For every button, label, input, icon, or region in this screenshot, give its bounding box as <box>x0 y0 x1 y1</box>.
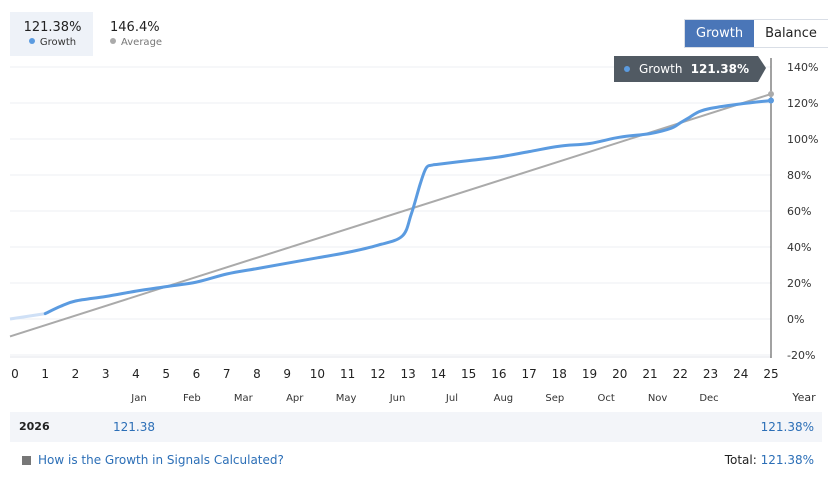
x-tick-label: 22 <box>673 367 688 381</box>
average-dot-icon <box>110 38 116 44</box>
month-tick-label: Jan <box>130 393 146 404</box>
growth-start-segment <box>9 312 46 321</box>
y-tick-label: 80% <box>787 169 811 182</box>
total-value: 121.38% <box>760 453 814 467</box>
chart-tabs: Growth Balance <box>684 19 828 48</box>
y-tick-label: 140% <box>787 61 818 74</box>
y-tick-label: 20% <box>787 277 811 290</box>
month-tick-label: Aug <box>494 393 514 404</box>
tooltip-box <box>614 56 766 82</box>
total-growth: Total: 121.38% <box>725 452 814 468</box>
x-tick-label: 24 <box>733 367 748 381</box>
x-axis-label: Year <box>791 391 816 404</box>
book-icon <box>22 456 31 465</box>
x-tick-label: 9 <box>283 367 291 381</box>
x-tick-label: 14 <box>431 367 446 381</box>
x-tick-label: 13 <box>400 367 415 381</box>
growth-stat-label: Growth <box>10 36 93 50</box>
y-tick-label: 0% <box>787 313 804 326</box>
x-tick-label: 20 <box>612 367 627 381</box>
growth-end-point <box>768 97 774 104</box>
y-tick-label: -20% <box>787 349 815 362</box>
y-tick-label: 40% <box>787 241 811 254</box>
average-stat-label: Average <box>100 36 180 50</box>
growth-stat-value: 121.38% <box>23 20 82 35</box>
month-tick-label: Oct <box>598 393 615 404</box>
x-tick-label: 7 <box>223 367 231 381</box>
x-tick-label: 2 <box>72 367 80 381</box>
x-tick-label: 19 <box>582 367 597 381</box>
month-tick-label: May <box>336 393 357 404</box>
average-stat-value: 146.4% <box>110 20 160 35</box>
x-tick-label: 4 <box>132 367 140 381</box>
x-tick-label: 16 <box>491 367 506 381</box>
total-label: Total: <box>724 453 757 467</box>
average-end-point <box>768 91 774 97</box>
tab-growth[interactable]: Growth <box>685 20 755 47</box>
x-tick-label: 11 <box>340 367 355 381</box>
month-tick-label: Jul <box>445 393 458 404</box>
month-tick-label: Apr <box>286 393 304 404</box>
x-tick-label: 15 <box>461 367 476 381</box>
y-tick-label: 60% <box>787 205 811 218</box>
tooltip-value: 121.38% <box>691 62 749 76</box>
y-axis-ticks: 140% 120% 100% 80% 60% 40% 20% 0% -20% <box>787 61 818 362</box>
chart-series <box>9 91 774 338</box>
summary-year: 2026 <box>19 420 50 433</box>
growth-help-link[interactable]: How is the Growth in Signals Calculated? <box>38 453 284 467</box>
chart-grid <box>10 58 772 358</box>
x-tick-label: 10 <box>310 367 325 381</box>
month-tick-label: Dec <box>699 393 718 404</box>
growth-dot-icon <box>28 38 35 44</box>
x-tick-label: 12 <box>370 367 385 381</box>
x-tick-label: 25 <box>763 367 778 381</box>
growth-help: How is the Growth in Signals Calculated? <box>22 452 284 468</box>
x-tick-label: 18 <box>552 367 567 381</box>
year-summary-row: 2026 121.38 121.38% <box>10 412 822 442</box>
x-tick-label: 0 <box>11 367 19 381</box>
tab-balance[interactable]: Balance <box>754 20 828 47</box>
chart-tooltip: Growth 121.38% <box>614 56 766 82</box>
average-series-line <box>9 93 772 338</box>
month-tick-label: Sep <box>545 393 564 404</box>
x-tick-label: 5 <box>162 367 170 381</box>
summary-year-total: 121.38% <box>760 420 814 434</box>
y-tick-label: 100% <box>787 133 818 146</box>
summary-year-value: 121.38 <box>113 420 155 434</box>
average-stat[interactable]: 146.4% Average <box>100 12 180 56</box>
x-tick-label: 6 <box>193 367 201 381</box>
growth-stat[interactable]: 121.38% Growth <box>10 12 93 56</box>
x-tick-label: 1 <box>41 367 49 381</box>
month-tick-label: Jun <box>389 393 406 404</box>
month-tick-label: Feb <box>183 393 201 404</box>
month-tick-label: Mar <box>234 393 254 404</box>
x-axis-ticks: 0 1 2 3 4 5 6 7 8 9 10 11 12 13 14 15 16 17 18 19 20 21 22 23 24… <box>11 367 778 381</box>
tooltip-dot-icon <box>624 66 630 72</box>
x-tick-label: 23 <box>703 367 718 381</box>
growth-series-line <box>43 99 773 316</box>
x-tick-label: 3 <box>102 367 110 381</box>
tooltip-label: Growth <box>639 62 682 76</box>
y-tick-label: 120% <box>787 97 818 110</box>
x-tick-label: 17 <box>521 367 536 381</box>
x-tick-label: 8 <box>253 367 261 381</box>
x-tick-label: 21 <box>642 367 657 381</box>
month-ticks: Jan Feb Mar Apr May Jun Jul Aug Sep Oct Nov Dec <box>130 393 718 404</box>
month-tick-label: Nov <box>648 393 668 404</box>
